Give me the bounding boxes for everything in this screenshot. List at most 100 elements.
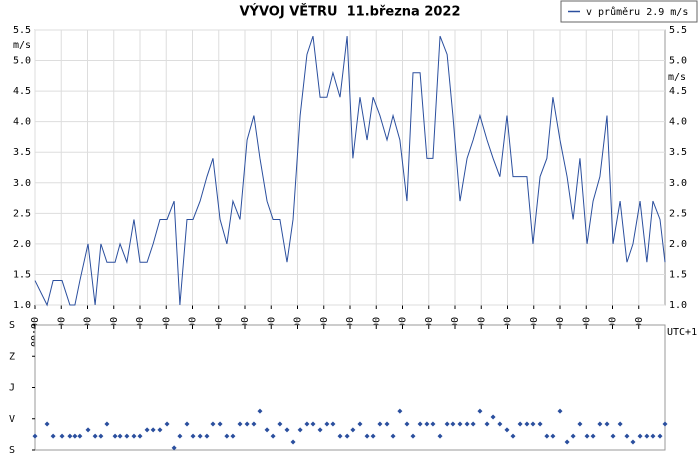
direction-point <box>644 433 650 439</box>
y-tick-label: 4.0 <box>13 117 31 128</box>
direction-point <box>537 421 543 427</box>
y-axis-label: m/s <box>13 40 31 51</box>
y-tick-label-right: 4.5 <box>669 86 687 97</box>
y-tick-label-right: 5.0 <box>669 56 687 67</box>
direction-point <box>72 433 78 439</box>
direction-point <box>204 433 210 439</box>
direction-point <box>484 421 490 427</box>
wind-speed-line <box>34 35 666 307</box>
y-tick-label: J <box>9 383 15 394</box>
direction-point <box>530 421 536 427</box>
direction-point <box>330 421 336 427</box>
y-tick-label-right: 1.5 <box>669 269 687 280</box>
direction-point <box>284 427 290 433</box>
direction-point <box>570 433 576 439</box>
direction-point <box>377 421 383 427</box>
y-tick-label: 3.5 <box>13 147 31 158</box>
direction-point <box>197 433 203 439</box>
direction-point <box>550 433 556 439</box>
direction-point <box>544 433 550 439</box>
direction-point <box>364 433 370 439</box>
direction-point <box>92 433 98 439</box>
direction-point <box>104 421 110 427</box>
y-tick-label: 3.0 <box>13 178 31 189</box>
direction-point <box>417 421 423 427</box>
direction-point <box>171 445 177 451</box>
direction-point <box>597 421 603 427</box>
direction-point <box>244 421 250 427</box>
direction-point <box>624 433 630 439</box>
direction-point <box>210 421 216 427</box>
direction-point <box>164 421 170 427</box>
direction-point <box>470 421 476 427</box>
direction-point <box>217 421 223 427</box>
y-axis-label-right: m/s <box>668 72 686 83</box>
direction-point <box>324 421 330 427</box>
direction-point <box>124 433 130 439</box>
direction-point <box>317 427 323 433</box>
y-tick-label-right: 4.0 <box>669 117 687 128</box>
direction-point <box>450 421 456 427</box>
y-tick-label: 2.5 <box>13 208 31 219</box>
direction-point <box>464 421 470 427</box>
y-tick-label-right: 5.5 <box>669 25 687 36</box>
plot-area <box>34 324 666 451</box>
direction-point <box>384 421 390 427</box>
y-tick-label-right: 1.0 <box>669 300 687 311</box>
direction-point <box>177 433 183 439</box>
direction-point <box>98 433 104 439</box>
direction-point <box>264 427 270 433</box>
y-tick-label: 1.0 <box>13 300 31 311</box>
direction-point <box>237 421 243 427</box>
direction-point <box>424 421 430 427</box>
direction-point <box>297 427 303 433</box>
direction-point <box>85 427 91 433</box>
direction-point <box>517 421 523 427</box>
direction-point <box>604 421 610 427</box>
direction-point <box>584 433 590 439</box>
direction-point <box>270 433 276 439</box>
direction-point <box>437 433 443 439</box>
direction-point <box>230 433 236 439</box>
direction-point <box>410 433 416 439</box>
direction-point <box>67 433 73 439</box>
timezone-label: UTC+1 <box>667 327 697 338</box>
direction-point <box>32 433 38 439</box>
legend-box <box>560 0 698 23</box>
direction-point <box>59 433 65 439</box>
y-tick-label-right: 2.5 <box>669 208 687 219</box>
direction-point <box>510 433 516 439</box>
chart-title: VÝVOJ VĚTRU 11.března 2022 <box>239 4 460 20</box>
direction-point <box>477 408 483 414</box>
direction-point <box>390 433 396 439</box>
direction-point <box>617 421 623 427</box>
direction-point <box>457 421 463 427</box>
y-tick-label-right: 2.0 <box>669 239 687 250</box>
direction-point <box>577 421 583 427</box>
y-tick-label: S <box>9 320 15 331</box>
direction-point <box>224 433 230 439</box>
direction-point <box>144 427 150 433</box>
direction-point <box>610 433 616 439</box>
direction-point <box>44 421 50 427</box>
direction-point <box>637 433 643 439</box>
y-tick-label-right: 3.5 <box>669 147 687 158</box>
y-tick-label: 5.5 <box>13 25 31 36</box>
direction-point <box>357 421 363 427</box>
direction-point <box>630 439 636 445</box>
direction-point <box>350 427 356 433</box>
direction-point <box>344 433 350 439</box>
direction-point <box>251 421 257 427</box>
y-tick-label: V <box>9 414 15 425</box>
direction-point <box>137 433 143 439</box>
direction-point <box>131 433 137 439</box>
direction-point <box>257 408 263 414</box>
legend-label: v průměru 2.9 m/s <box>586 6 688 18</box>
direction-point <box>490 414 496 420</box>
y-tick-label: Z <box>9 351 15 362</box>
direction-point <box>657 433 663 439</box>
direction-point <box>290 439 296 445</box>
direction-point <box>444 421 450 427</box>
direction-point <box>430 421 436 427</box>
direction-point <box>50 433 56 439</box>
